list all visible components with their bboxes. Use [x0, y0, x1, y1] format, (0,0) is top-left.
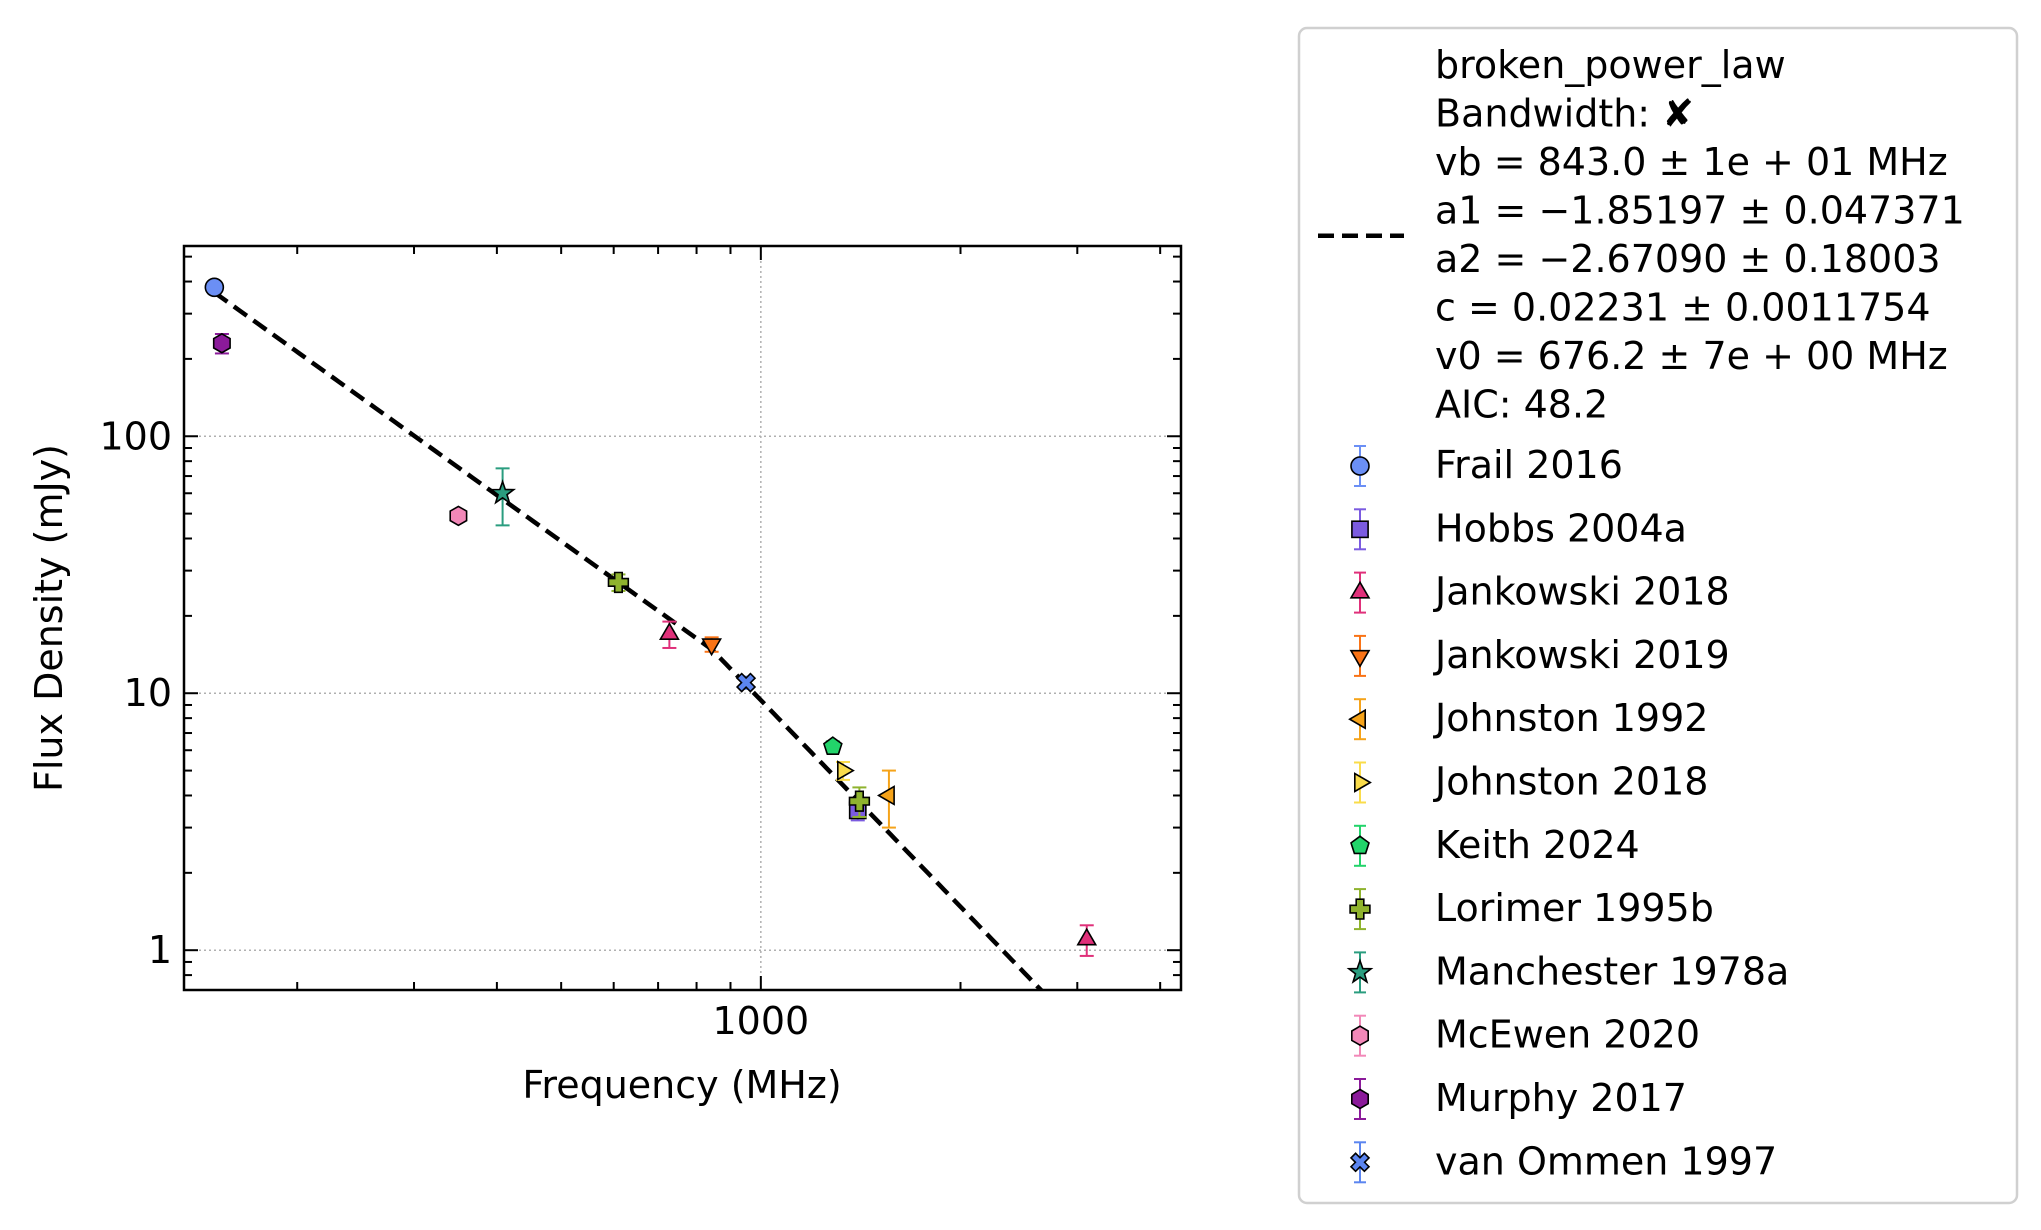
x-tick-label: 1000 [712, 999, 809, 1043]
legend-marker [1351, 520, 1369, 539]
legend-entry-label: Johnston 1992 [1433, 696, 1708, 740]
data-point [489, 479, 517, 505]
fit-curve-layer [213, 290, 1045, 990]
data-point [822, 736, 843, 756]
y-tick-label: 100 [99, 414, 172, 458]
legend-entry-label: Manchester 1978a [1435, 949, 1789, 993]
data-point [449, 505, 468, 527]
x-axis-label: Frequency (MHz) [522, 1063, 841, 1107]
legend-marker [1349, 1152, 1371, 1173]
tick-labels: 1000 1 10 100 [99, 414, 809, 1043]
data-point [836, 760, 855, 781]
data-point [701, 638, 722, 657]
legend-fit-line: Bandwidth: ✘ [1435, 92, 1694, 136]
y-tick-label: 10 [124, 671, 172, 715]
legend-entry-label: Hobbs 2004a [1435, 506, 1687, 550]
legend-fit-line: AIC: 48.2 [1435, 383, 1608, 427]
data-point [659, 622, 680, 641]
legend-entry-label: van Ommen 1997 [1435, 1139, 1777, 1183]
legend: broken_power_law Bandwidth: ✘vb = 843.0 ±… [1297, 26, 2019, 1205]
legend-entry-label: Jankowski 2019 [1433, 633, 1730, 677]
legend-marker [1351, 1088, 1369, 1110]
legend-frame [1297, 26, 2019, 1205]
axis-ticks [184, 246, 1181, 991]
data-point [1076, 927, 1098, 946]
y-tick-label: 1 [148, 928, 172, 972]
legend-fit-line: v0 = 676.2 ± 7e + 00 MHz [1435, 334, 1948, 378]
legend-marker [1349, 580, 1371, 599]
data-point [735, 672, 757, 693]
legend-fit-line: broken_power_law [1435, 43, 1786, 87]
legend-marker [1348, 708, 1366, 730]
legend-marker [1350, 835, 1370, 855]
legend-entry-label: Johnston 2018 [1433, 760, 1708, 804]
legend-marker [1346, 958, 1374, 984]
y-axis-label: Flux Density (mJy) [27, 444, 71, 792]
legend-entry-label: Jankowski 2018 [1433, 570, 1730, 614]
data-point [607, 571, 630, 594]
data-point [848, 790, 871, 812]
legend-marker [1349, 898, 1371, 920]
legend-entry-label: McEwen 2020 [1435, 1013, 1700, 1057]
plot-area [182, 244, 1183, 992]
data-point [877, 785, 895, 806]
fit-curve [213, 290, 1045, 990]
legend-marker [1354, 772, 1372, 793]
data-points [204, 277, 1098, 957]
legend-fit-line: vb = 843.0 ± 1e + 01 MHz [1435, 140, 1948, 184]
data-point [212, 332, 231, 354]
legend-entry-label: Murphy 2017 [1435, 1076, 1687, 1120]
legend-entry-label: Keith 2024 [1435, 823, 1640, 867]
legend-entry-label: Lorimer 1995b [1435, 886, 1714, 930]
data-point [204, 277, 225, 298]
legend-fit-line: c = 0.02231 ± 0.0011754 [1435, 286, 1931, 330]
grid [184, 246, 1181, 990]
legend-entry-label: Frail 2016 [1435, 443, 1623, 487]
legend-fit-line: a2 = −2.67090 ± 0.18003 [1435, 237, 1941, 281]
legend-marker [1349, 649, 1371, 668]
legend-marker [1351, 1025, 1369, 1047]
legend-marker [1350, 456, 1370, 476]
legend-fit-line: a1 = −1.85197 ± 0.047371 [1435, 189, 1965, 233]
